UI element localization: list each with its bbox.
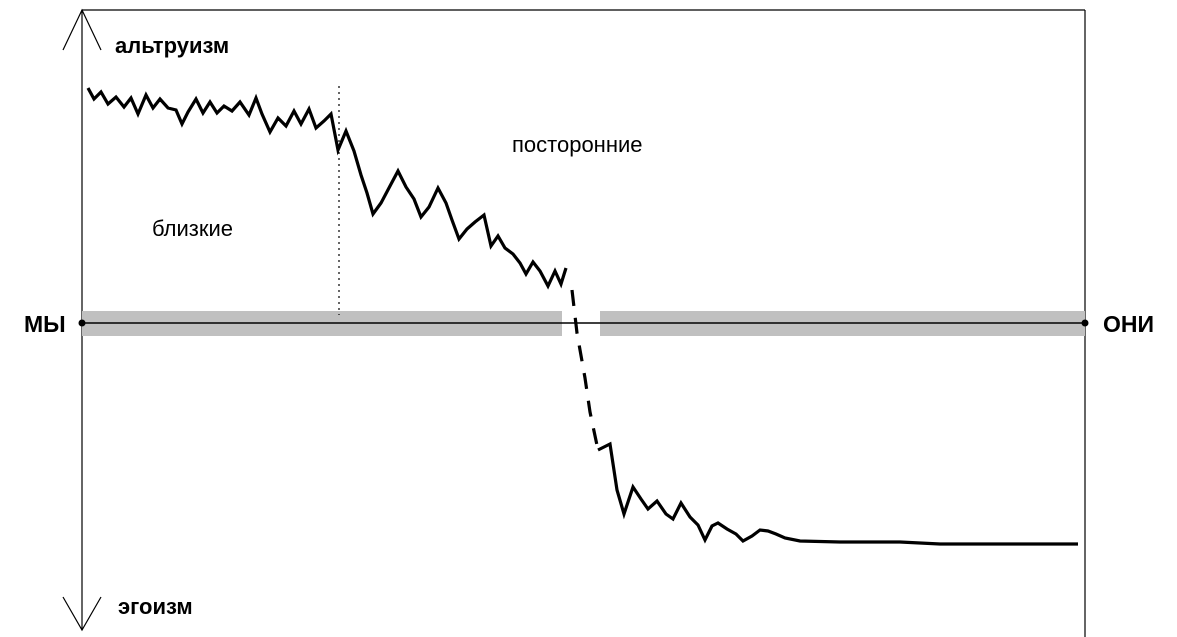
label-we: МЫ (24, 311, 66, 337)
label-egoism: эгоизм (118, 594, 193, 619)
label-close-ones: близкие (152, 216, 233, 241)
axis-endpoint-left (78, 319, 86, 327)
label-they: ОНИ (1103, 311, 1154, 337)
upper-curve (86, 87, 568, 290)
label-altruism: альтруизм (115, 33, 229, 58)
arrow-up-icon (62, 8, 102, 51)
arrow-down-icon (62, 596, 102, 632)
transition-curve (570, 289, 600, 451)
label-strangers: посторонние (512, 132, 643, 157)
axis-endpoint-right (1081, 319, 1089, 327)
lower-curve (597, 441, 1078, 546)
